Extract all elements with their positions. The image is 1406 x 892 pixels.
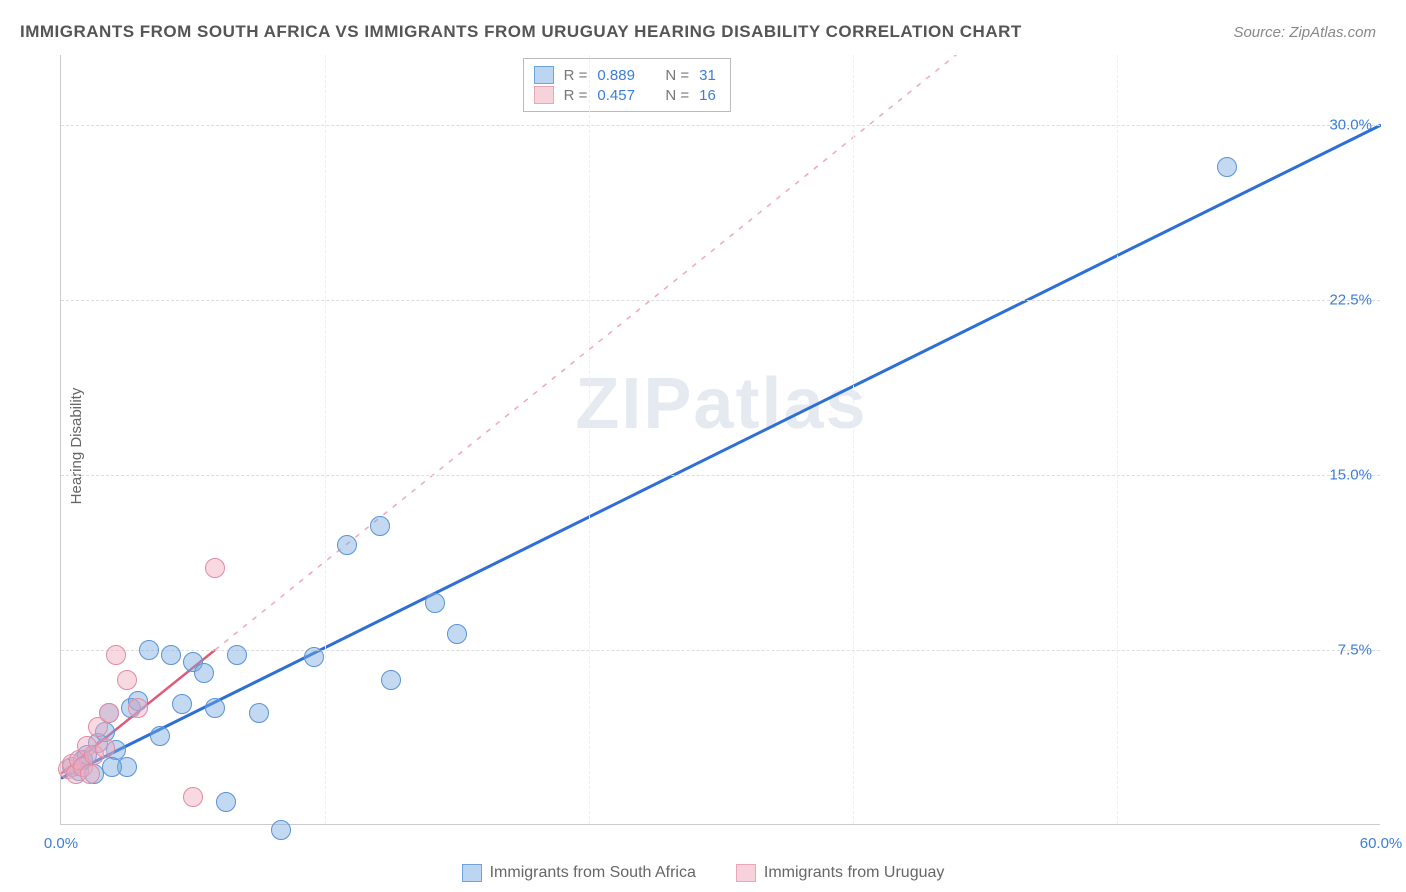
- n-value: 16: [699, 87, 716, 104]
- data-point: [117, 670, 137, 690]
- n-label: N =: [665, 87, 689, 104]
- legend-item: Immigrants from South Africa: [462, 864, 696, 882]
- watermark: ZIPatlas: [575, 363, 867, 445]
- r-value: 0.889: [597, 67, 645, 84]
- legend-label: Immigrants from Uruguay: [764, 864, 945, 882]
- data-point: [227, 645, 247, 665]
- gridline-v: [589, 55, 590, 824]
- data-point: [304, 647, 324, 667]
- gridline-h: [61, 650, 1380, 651]
- data-point: [95, 738, 115, 758]
- data-point: [106, 645, 126, 665]
- series-legend: Immigrants from South Africa Immigrants f…: [0, 864, 1406, 882]
- data-point: [183, 787, 203, 807]
- data-point: [161, 645, 181, 665]
- correlation-legend: R = 0.889 N = 31 R = 0.457 N = 16: [523, 58, 731, 112]
- plot-area: ZIPatlas R = 0.889 N = 31 R = 0.457 N = 16 7.5%…: [60, 55, 1380, 825]
- legend-swatch: [462, 864, 482, 882]
- data-point: [102, 757, 122, 777]
- n-value: 31: [699, 67, 716, 84]
- x-tick-label: 60.0%: [1360, 835, 1403, 852]
- gridline-h: [61, 300, 1380, 301]
- legend-row: R = 0.889 N = 31: [534, 65, 716, 85]
- r-value: 0.457: [597, 87, 645, 104]
- data-point: [128, 698, 148, 718]
- data-point: [381, 670, 401, 690]
- legend-item: Immigrants from Uruguay: [736, 864, 945, 882]
- gridline-h: [61, 125, 1380, 126]
- r-label: R =: [564, 67, 588, 84]
- y-tick-label: 7.5%: [1338, 642, 1372, 659]
- data-point: [205, 698, 225, 718]
- y-tick-label: 15.0%: [1329, 467, 1372, 484]
- chart-title: IMMIGRANTS FROM SOUTH AFRICA VS IMMIGRAN…: [20, 22, 1022, 42]
- n-label: N =: [665, 67, 689, 84]
- data-point: [447, 624, 467, 644]
- legend-swatch: [534, 86, 554, 104]
- source-attribution: Source: ZipAtlas.com: [1233, 24, 1376, 41]
- legend-label: Immigrants from South Africa: [490, 864, 696, 882]
- data-point: [337, 535, 357, 555]
- gridline-v: [853, 55, 854, 824]
- data-point: [205, 558, 225, 578]
- data-point: [271, 820, 291, 840]
- legend-swatch: [736, 864, 756, 882]
- r-label: R =: [564, 87, 588, 104]
- data-point: [249, 703, 269, 723]
- x-tick-label: 0.0%: [44, 835, 78, 852]
- data-point: [425, 593, 445, 613]
- gridline-v: [325, 55, 326, 824]
- y-tick-label: 30.0%: [1329, 117, 1372, 134]
- legend-row: R = 0.457 N = 16: [534, 85, 716, 105]
- data-point: [150, 726, 170, 746]
- gridline-v: [1117, 55, 1118, 824]
- legend-swatch: [534, 66, 554, 84]
- data-point: [99, 703, 119, 723]
- data-point: [216, 792, 236, 812]
- gridline-h: [61, 475, 1380, 476]
- data-point: [1217, 157, 1237, 177]
- data-point: [194, 663, 214, 683]
- data-point: [370, 516, 390, 536]
- y-tick-label: 22.5%: [1329, 292, 1372, 309]
- data-point: [139, 640, 159, 660]
- data-point: [172, 694, 192, 714]
- data-point: [80, 764, 100, 784]
